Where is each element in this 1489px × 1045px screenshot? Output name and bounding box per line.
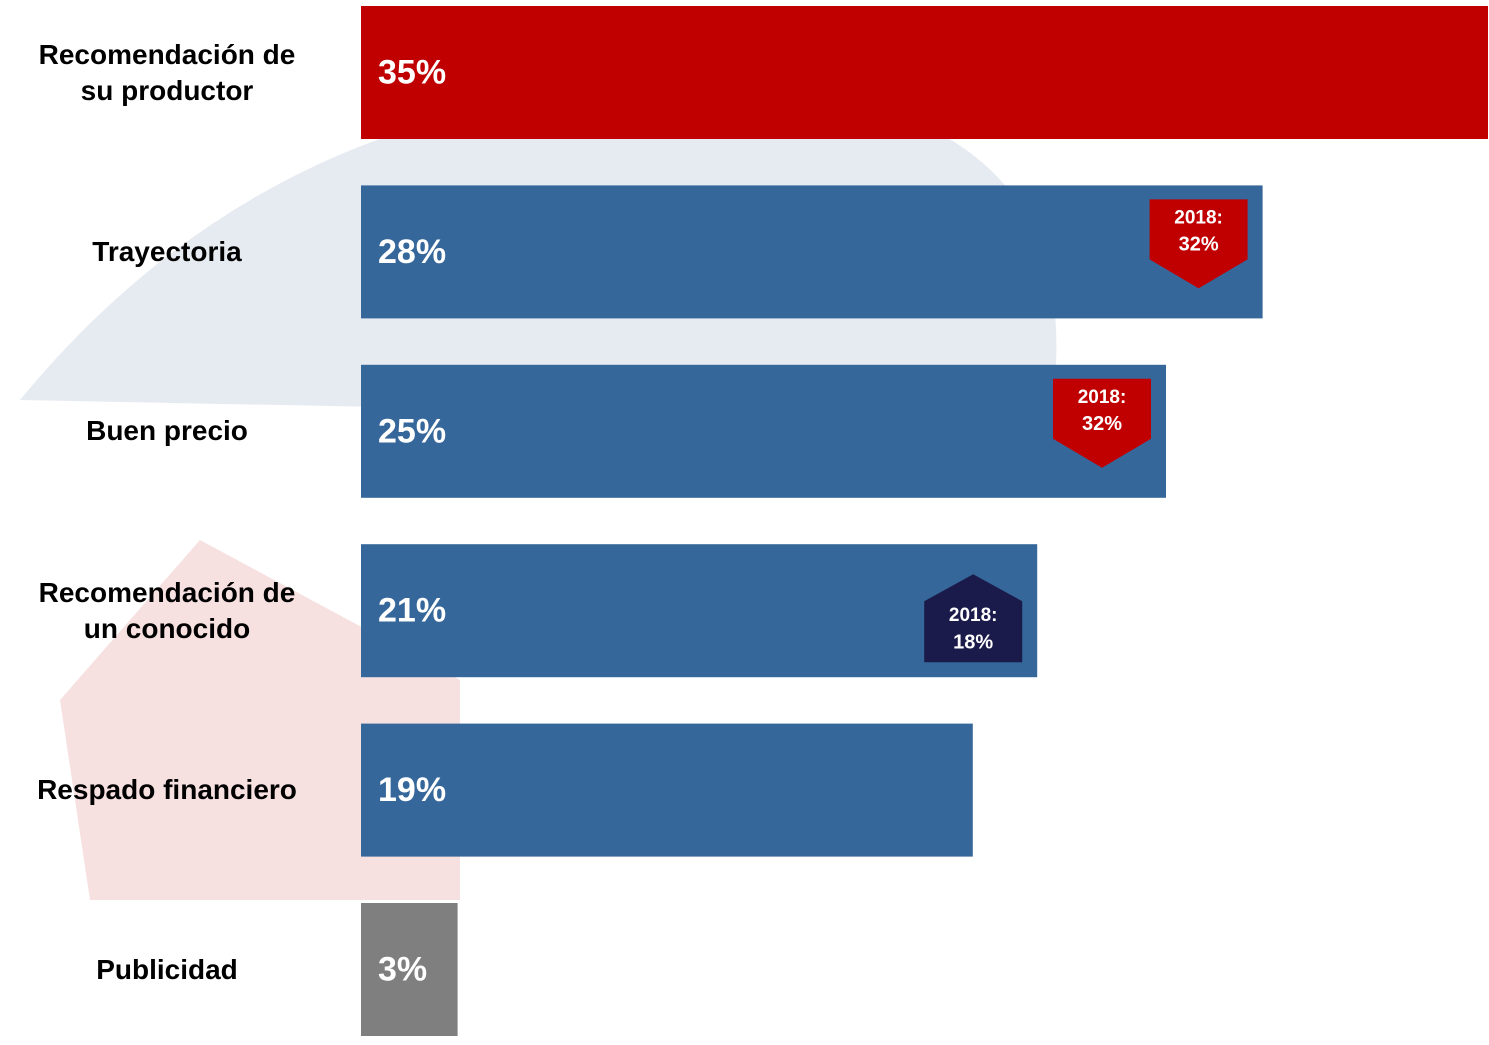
value-label: 21% bbox=[378, 592, 446, 630]
comparison-badge bbox=[924, 574, 1023, 663]
value-label: 3% bbox=[378, 950, 427, 988]
category-label: Respado financiero bbox=[37, 774, 297, 806]
comparison-badge bbox=[1149, 199, 1248, 289]
comparison-badge bbox=[1053, 378, 1151, 468]
comparison-value: 32% bbox=[1179, 234, 1219, 256]
value-label: 35% bbox=[378, 53, 446, 91]
comparison-label: 2018: bbox=[1078, 387, 1127, 408]
category-label: Trayectoria bbox=[92, 235, 242, 267]
comparison-value: 18% bbox=[953, 631, 993, 653]
value-label: 19% bbox=[378, 771, 446, 809]
bar bbox=[361, 6, 1488, 139]
bar bbox=[361, 723, 973, 857]
comparison-label: 2018: bbox=[949, 605, 998, 626]
bar bbox=[361, 185, 1263, 319]
value-label: 25% bbox=[378, 412, 446, 450]
category-label: Recomendación de su productor bbox=[38, 38, 296, 106]
comparison-label: 2018: bbox=[1174, 207, 1223, 228]
value-label: 28% bbox=[378, 233, 446, 271]
bar bbox=[361, 364, 1166, 498]
bar bbox=[361, 903, 458, 1036]
category-label: Buen precio bbox=[86, 415, 248, 447]
comparison-value: 32% bbox=[1082, 413, 1122, 435]
category-label: Recomendación de un conocido bbox=[38, 576, 296, 644]
category-label: Publicidad bbox=[96, 953, 238, 985]
